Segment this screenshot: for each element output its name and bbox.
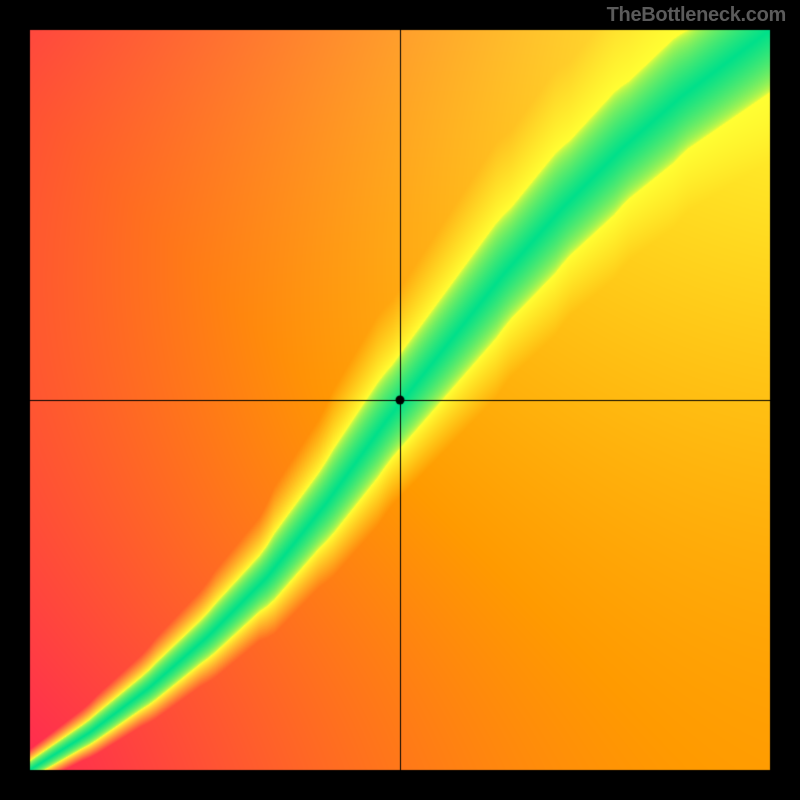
chart-container: TheBottleneck.com — [0, 0, 800, 800]
heatmap-canvas — [0, 0, 800, 800]
attribution-text: TheBottleneck.com — [607, 4, 786, 27]
